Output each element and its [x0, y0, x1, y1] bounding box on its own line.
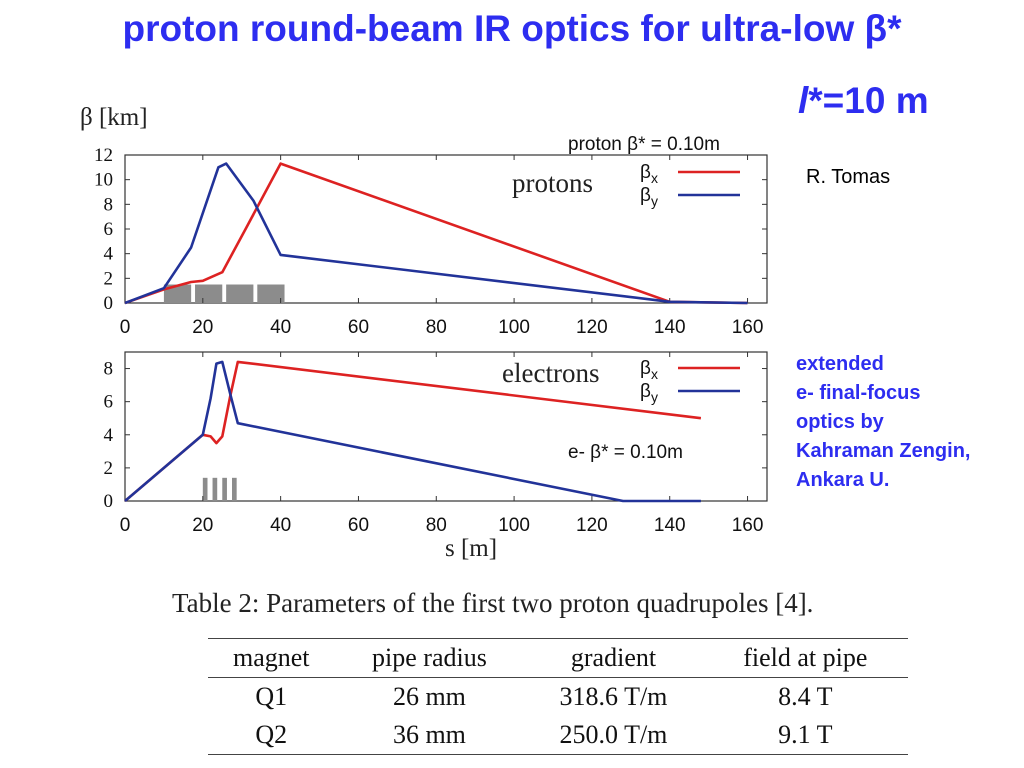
panel-label: electrons	[502, 358, 599, 388]
note-line: Ankara U.	[796, 469, 890, 491]
table-cell: 26 mm	[392, 682, 466, 711]
series-line-beta-x	[124, 360, 702, 502]
magnet-block	[232, 477, 237, 501]
note-line: e- final-focus	[796, 382, 921, 404]
plot-frame	[124, 154, 768, 304]
y-tick-label: 12	[94, 145, 113, 166]
y-axis-label: β [km]	[80, 104, 148, 131]
y-tick-label: 10	[94, 170, 113, 191]
magnet-block	[226, 284, 254, 303]
x-tick-label: 100	[498, 515, 530, 536]
table-cell: 36 mm	[392, 720, 466, 749]
table-cell: 318.6 T/m	[559, 682, 668, 711]
y-tick-label: 0	[104, 491, 114, 512]
series-line-beta-y	[124, 162, 748, 305]
x-tick-label: 160	[732, 317, 764, 338]
y-tick-label: 6	[104, 392, 114, 413]
electron-optics-note: extended e- final-focus optics by Kahram…	[796, 350, 970, 495]
x-tick-label: 140	[654, 515, 686, 536]
magnet-block	[212, 477, 218, 501]
lstar-l: l	[798, 80, 809, 121]
note-line: Kahraman Zengin,	[796, 440, 971, 462]
x-tick-label: 0	[120, 317, 131, 338]
x-tick-label: 100	[498, 317, 530, 338]
y-tick-label: 4	[104, 244, 114, 265]
magnet-block	[202, 477, 208, 501]
x-tick-label: 80	[426, 317, 447, 338]
x-tick-label: 60	[348, 317, 369, 338]
slide-title: proton round-beam IR optics for ultra-lo…	[122, 8, 902, 49]
x-tick-label: 80	[426, 515, 447, 536]
table-caption: Table 2: Parameters of the first two pro…	[172, 588, 814, 618]
x-tick-label: 40	[270, 515, 291, 536]
panel-label: protons	[512, 168, 593, 198]
y-tick-label: 6	[104, 219, 114, 240]
table-row: Q1 26 mm 318.6 T/m 8.4 T	[208, 678, 908, 717]
col-header: magnet	[232, 643, 310, 672]
table-header-row: magnet pipe radius gradient field at pip…	[208, 638, 908, 678]
lstar-value: *=10 m	[808, 80, 929, 121]
y-tick-label: 2	[104, 268, 114, 289]
table-cell: Q2	[255, 720, 288, 749]
magnet-block	[195, 284, 223, 303]
note-line: optics by	[796, 411, 884, 433]
series-line-beta-x	[124, 162, 748, 305]
legend-label: βx	[640, 358, 658, 382]
x-tick-label: 120	[576, 515, 608, 536]
legend-label: βy	[640, 381, 658, 405]
y-tick-label: 0	[104, 293, 114, 314]
x-tick-label: 160	[732, 515, 764, 536]
plot-frame	[124, 351, 768, 502]
lstar-label: l*=10 m	[798, 80, 929, 122]
x-tick-label: 120	[576, 317, 608, 338]
table-cell: 9.1 T	[778, 720, 833, 749]
magnet-block	[257, 284, 285, 303]
magnet-block	[163, 284, 192, 303]
beta-function-plot: 0 20 40 60 80 100 120 140 160024681012βxβyproton…	[80, 104, 768, 562]
series-line-beta-y	[124, 360, 701, 503]
col-header: gradient	[570, 643, 657, 672]
y-tick-label: 8	[104, 194, 114, 215]
note-line: extended	[796, 353, 884, 375]
legend-label: βy	[640, 185, 658, 209]
legend-label: βx	[640, 162, 658, 186]
quadrupole-table: magnet pipe radius gradient field at pip…	[208, 638, 908, 755]
x-tick-label: 20	[192, 515, 213, 536]
x-axis-label: s [m]	[445, 535, 497, 562]
y-tick-label: 2	[104, 458, 114, 479]
y-tick-label: 8	[104, 359, 114, 380]
x-tick-label: 20	[192, 317, 213, 338]
x-tick-label: 140	[654, 317, 686, 338]
beta-star-annotation: proton β* = 0.10m	[568, 134, 720, 155]
x-tick-label: 40	[270, 317, 291, 338]
author-credit: R. Tomas	[806, 166, 891, 188]
col-header: pipe radius	[372, 643, 487, 672]
table-row: Q2 36 mm 250.0 T/m 9.1 T	[208, 716, 908, 755]
beta-star-annotation: e- β* = 0.10m	[568, 442, 683, 463]
table-cell: 8.4 T	[778, 682, 833, 711]
y-tick-label: 4	[104, 425, 114, 446]
x-tick-label: 0	[120, 515, 131, 536]
x-tick-label: 60	[348, 515, 369, 536]
col-header: field at pipe	[743, 643, 868, 672]
table-cell: Q1	[255, 682, 288, 711]
magnet-block	[222, 477, 227, 501]
table-cell: 250.0 T/m	[559, 720, 668, 749]
